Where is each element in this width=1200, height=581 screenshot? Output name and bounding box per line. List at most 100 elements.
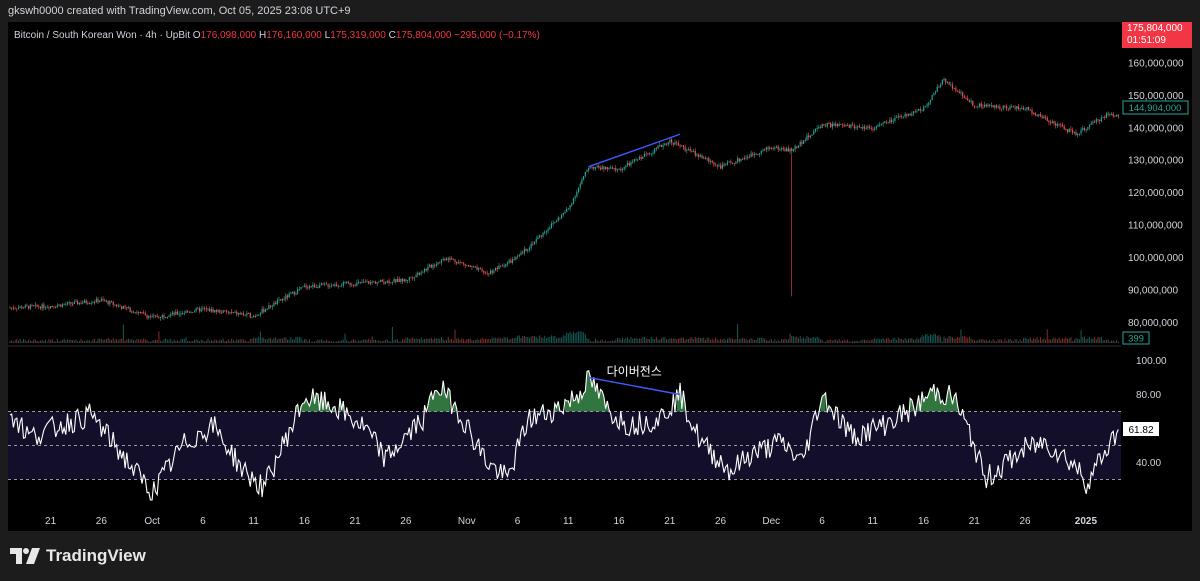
volume-bar [588, 338, 590, 343]
candle-body [56, 305, 58, 308]
candle-body [610, 167, 612, 169]
candle-body [432, 264, 434, 268]
volume-bar [454, 329, 456, 343]
candle-body [686, 149, 688, 151]
candle-body [445, 258, 448, 261]
volume-bar [144, 339, 146, 343]
volume-bar [698, 337, 700, 343]
tradingview-logo[interactable]: TradingView [10, 546, 146, 566]
candle-body [753, 154, 756, 156]
volume-bar [405, 337, 407, 343]
chart-panel[interactable]: 다이버전스 160,000,000 150,000,000 140,000,000 1… [8, 22, 1192, 531]
volume-bar [28, 339, 30, 343]
volume-bar [308, 339, 310, 343]
volume-bar [1029, 337, 1031, 343]
candle-body [1044, 116, 1047, 118]
candle-body [574, 196, 576, 199]
candle-body [210, 309, 212, 312]
volume-bar [126, 339, 128, 343]
volume-bar [53, 341, 55, 343]
volume-bar [909, 338, 911, 343]
candle-body [236, 311, 238, 315]
candle-body [527, 249, 529, 252]
volume-bar [726, 338, 728, 343]
candle-body [1050, 122, 1052, 124]
volume-bar [650, 336, 652, 343]
volume-bar [880, 339, 882, 343]
volume-bar [68, 339, 70, 343]
volume-bar [781, 338, 783, 343]
candle-body [459, 262, 461, 263]
volume-bar [14, 340, 16, 343]
candle-body [816, 128, 818, 130]
candle-body [951, 84, 954, 89]
candle-body [545, 231, 547, 233]
candle-body [752, 153, 754, 156]
volume-bar [80, 338, 82, 343]
volume-bar [748, 339, 750, 343]
volume-bar [911, 338, 913, 343]
candle-body [488, 273, 490, 275]
candle-body [82, 302, 84, 304]
candle-body [269, 305, 272, 308]
candle-body [188, 311, 190, 313]
candle-body [581, 179, 583, 184]
candle-body [552, 222, 554, 224]
candle-body [912, 111, 915, 114]
volume-bar [75, 339, 77, 343]
volume-bar [265, 339, 267, 343]
candle-body [848, 125, 850, 128]
volume-bar [1100, 336, 1102, 343]
candle-body [36, 304, 38, 307]
candle-body [1043, 116, 1045, 119]
candle-body [992, 105, 994, 108]
volume-bar [102, 339, 104, 343]
volume-bar [997, 339, 999, 343]
volume-bar [283, 337, 285, 343]
volume-bar [919, 337, 921, 343]
candle-body [88, 303, 91, 305]
candle-body [1017, 106, 1020, 110]
volume-bar [842, 340, 843, 343]
volume-bar [852, 340, 854, 343]
candle-body [870, 128, 872, 130]
volume-bar [410, 338, 412, 343]
candle-body [85, 300, 87, 304]
volume-bar [432, 339, 434, 343]
candle-body [943, 78, 945, 81]
candle-body [1038, 114, 1040, 116]
volume-bar [63, 338, 65, 343]
volume-bar [510, 338, 512, 343]
chart-svg[interactable]: 다이버전스 160,000,000150,000,000140,000,0001… [8, 22, 1192, 531]
candle-body [696, 154, 698, 156]
candle-body [325, 283, 328, 285]
volume-bar [161, 341, 163, 343]
candle-body [728, 161, 730, 163]
candle-body [26, 305, 28, 307]
price-tick-label-2: 140,000,000 [1128, 123, 1184, 134]
volume-bar [418, 339, 420, 343]
volume-bar [801, 338, 803, 343]
candle-body [757, 154, 759, 155]
volume-bar [78, 340, 80, 343]
candle-body [72, 303, 74, 305]
candle-body [716, 165, 718, 167]
candle-body [153, 315, 155, 317]
candle-body [415, 274, 417, 278]
volume-bar [901, 339, 903, 343]
volume-bar [791, 335, 793, 343]
candle-body [782, 148, 784, 150]
close-value: 175,804,000 [395, 30, 452, 41]
candle-body [994, 105, 996, 108]
volume-bar [1026, 338, 1028, 343]
change-value: −295,000 (−0.17%) [454, 30, 540, 41]
volume-bar [165, 338, 167, 343]
candle-body [824, 125, 827, 127]
rsi-value-badge: 61.82 [1123, 422, 1159, 436]
candle-body [897, 116, 899, 118]
volume-bar [899, 338, 901, 343]
volume-bar [43, 341, 45, 343]
candle-body [1065, 129, 1067, 131]
volume-bar [571, 333, 573, 343]
volume-bar [204, 341, 206, 343]
